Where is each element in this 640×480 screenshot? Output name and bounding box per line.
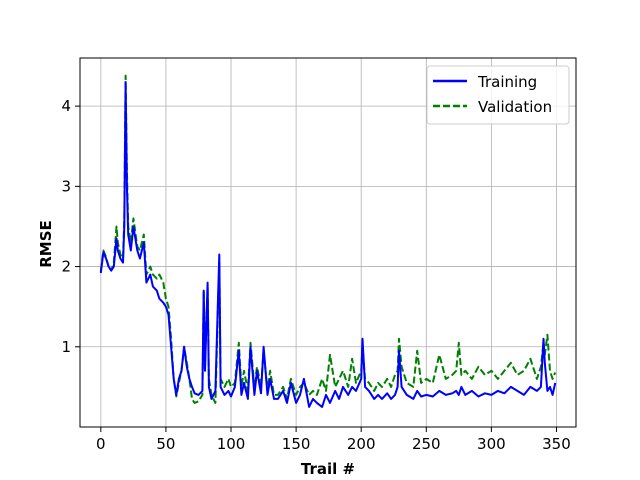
- x-tick-label: 150: [282, 435, 311, 453]
- y-tick-label: 2: [61, 258, 71, 276]
- legend-training-label: Training: [477, 73, 537, 91]
- x-axis-title: Trail #: [301, 460, 355, 478]
- y-axis-title: RMSE: [37, 220, 55, 268]
- x-tick-label: 250: [412, 435, 441, 453]
- grid: [80, 58, 576, 427]
- y-tick-label: 1: [61, 338, 71, 356]
- y-axis-ticks: 1 2 3 4: [61, 97, 80, 356]
- legend-validation-label: Validation: [478, 98, 552, 116]
- x-tick-label: 100: [217, 435, 246, 453]
- x-tick-label: 0: [96, 435, 106, 453]
- legend: Training Validation: [426, 65, 570, 125]
- x-axis-ticks: 0 50 100 150 200 250 300 350: [96, 427, 571, 453]
- x-tick-label: 300: [477, 435, 506, 453]
- series-line-validation: [99, 74, 557, 404]
- series-lines: [99, 74, 557, 408]
- x-tick-label: 200: [347, 435, 376, 453]
- series-line-training: [99, 81, 557, 408]
- y-tick-label: 3: [61, 177, 71, 195]
- x-tick-label: 350: [542, 435, 571, 453]
- plot-area-frame: [79, 57, 577, 428]
- x-tick-label: 50: [156, 435, 175, 453]
- y-tick-label: 4: [61, 97, 71, 115]
